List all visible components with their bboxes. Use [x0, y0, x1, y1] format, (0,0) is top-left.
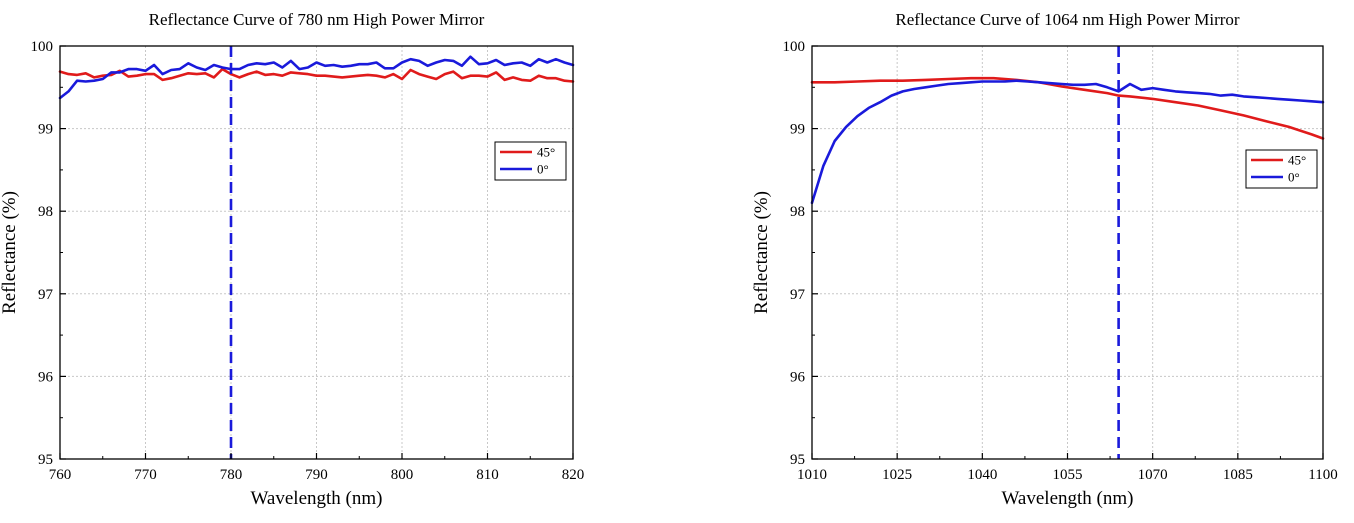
y-axis-label: Reflectance (%): [751, 191, 772, 314]
x-tick-label: 1010: [797, 467, 827, 483]
y-tick-label: 95: [38, 452, 53, 468]
series-line-blue: [58, 55, 575, 100]
y-tick-label: 99: [790, 122, 805, 138]
x-tick-label: 810: [476, 467, 499, 483]
x-tick-label: 760: [49, 467, 72, 483]
x-tick-label: 770: [134, 467, 157, 483]
x-tick-label: 800: [391, 467, 414, 483]
x-tick-label: 790: [305, 467, 328, 483]
legend: 45°0°: [494, 141, 567, 181]
chart-title: Reflectance Curve of 780 nm High Power M…: [149, 10, 485, 29]
x-tick-label: 1055: [1053, 467, 1083, 483]
chart-1: 760 770 780 790 800 810 820 95 96 97 98 99 100 Reflec…: [0, 10, 584, 509]
legend-box: [494, 141, 567, 181]
legend-label: 0°: [537, 162, 549, 177]
legend-label: 45°: [537, 145, 555, 160]
legend-label: 45°: [1288, 153, 1306, 168]
chart-title: Reflectance Curve of 1064 nm High Power …: [895, 10, 1239, 29]
y-tick-label: 96: [38, 369, 54, 385]
y-tick-label: 98: [790, 204, 805, 220]
y-axis-label: Reflectance (%): [0, 191, 20, 314]
x-tick-label: 820: [562, 467, 585, 483]
series-line-blue: [810, 79, 1325, 205]
x-tick-label: 780: [220, 467, 243, 483]
x-axis-label: Wavelength (nm): [1002, 488, 1134, 509]
legend: 45°0°: [1245, 149, 1318, 189]
y-tick-label: 96: [790, 369, 806, 385]
y-tick-label: 99: [38, 122, 53, 138]
x-axis-label: Wavelength (nm): [251, 488, 383, 509]
series-line-red: [58, 67, 575, 83]
x-tick-label: 1025: [882, 467, 912, 483]
y-tick-label: 95: [790, 452, 805, 468]
x-tick-label: 1085: [1223, 467, 1253, 483]
x-tick-label: 1070: [1138, 467, 1168, 483]
y-tick-label: 97: [38, 287, 54, 303]
y-tick-label: 98: [38, 204, 53, 220]
legend-box: [1245, 149, 1318, 189]
x-tick-label: 1040: [967, 467, 997, 483]
chart-2: 1010 1025 1040 1055 1070 1085 1100 95 96 97 98 99 10…: [751, 10, 1338, 509]
y-tick-label: 100: [783, 39, 806, 55]
series-line-red: [810, 76, 1325, 140]
x-tick-label: 1100: [1308, 467, 1337, 483]
y-tick-label: 100: [31, 39, 54, 55]
legend-label: 0°: [1288, 170, 1300, 185]
y-tick-label: 97: [790, 287, 806, 303]
